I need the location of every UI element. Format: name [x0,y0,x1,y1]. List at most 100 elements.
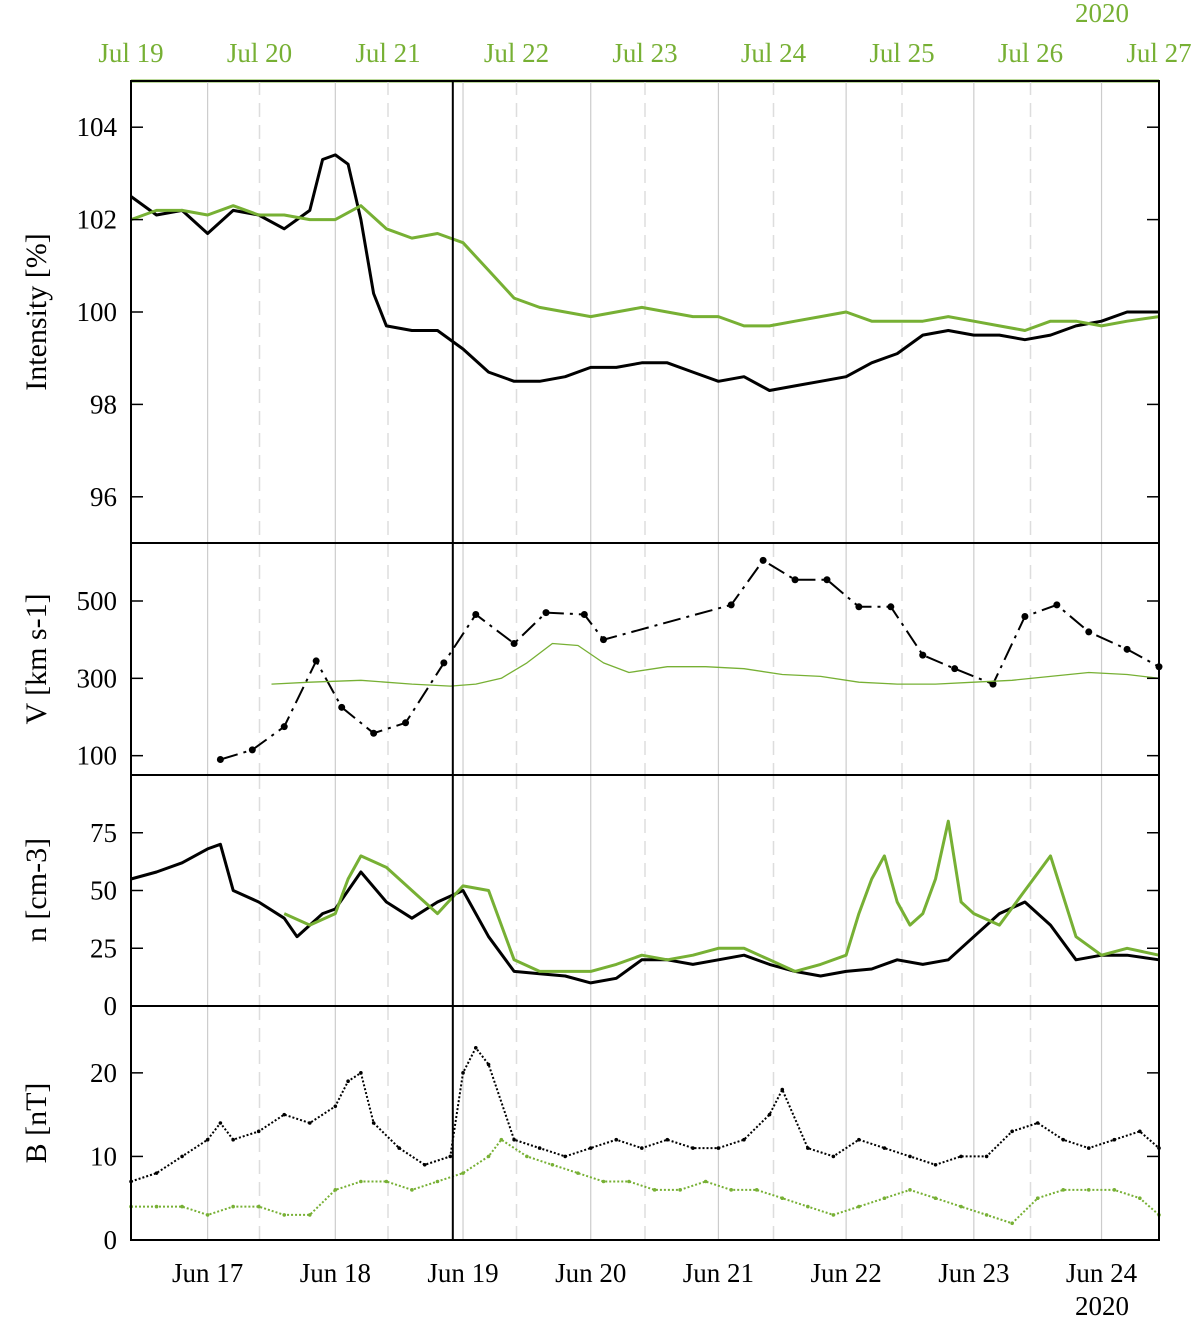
y-tick-label: 96 [90,482,117,512]
data-point-black [307,1121,312,1125]
data-point-green [550,1162,555,1167]
bottom-axis-tick-label: Jun 24 [1066,1258,1138,1288]
bottom-axis-tick-label: Jun 22 [810,1258,881,1288]
data-point-black [908,1154,912,1159]
data-point-black [951,665,959,673]
data-point-black [422,1162,427,1167]
data-point-black [767,1112,772,1117]
bottom-axis-tick-label: Jun 21 [683,1258,754,1288]
data-point-black [371,1121,376,1125]
top-axis-tick-label: Jul 21 [355,38,420,68]
data-point-black [370,729,378,737]
data-point-black [919,651,927,659]
data-point-black [665,1137,670,1142]
data-point-green [1138,1196,1142,1201]
data-point-green [754,1188,759,1192]
bottom-axis-year: 2020 [1075,1291,1129,1321]
y-axis-label: B [nT] [20,1083,53,1164]
data-point-black [823,576,831,584]
data-point-green [435,1179,440,1184]
top-axis-tick-label: Jul 27 [1126,38,1191,68]
data-point-black [640,1146,644,1150]
data-point-black [588,1146,593,1150]
top-axis-tick-label: Jul 26 [998,38,1063,68]
y-tick-label: 20 [90,1058,117,1088]
data-point-green [333,1188,338,1192]
data-point-black [231,1137,235,1142]
data-point-black [831,1154,836,1159]
data-point-black [282,1112,287,1117]
data-point-black [855,603,863,611]
data-point-black [397,1146,401,1150]
data-point-black [280,723,288,731]
data-point-green [154,1204,159,1209]
data-point-black [359,1071,363,1075]
data-point-green [882,1196,887,1201]
data-point-black [933,1162,938,1167]
data-point-green [1010,1221,1014,1226]
data-point-black [218,1121,223,1125]
data-point-green [831,1213,836,1217]
data-point-black [1138,1129,1142,1134]
data-point-black [1010,1129,1014,1134]
data-point-black [691,1146,695,1150]
y-tick-label: 102 [77,205,118,235]
top-axis: Jul 19 Jul 20 Jul 21 Jul 22 Jul 23 Jul 24 Jul … [98,38,1192,83]
data-point-black [461,1071,465,1075]
data-point-black [537,1146,542,1150]
data-point-green [525,1154,529,1159]
data-point-green [486,1154,491,1159]
data-point-black [580,611,588,619]
data-point-black [473,1045,478,1050]
data-point-black [1112,1137,1117,1142]
data-point-black [472,611,480,619]
series-black-line [220,559,1160,761]
data-point-black [180,1154,184,1159]
data-point-green [703,1179,708,1184]
bottom-axis-tick-label: Jun 17 [172,1258,243,1288]
data-point-black [759,556,767,564]
y-tick-label: 98 [90,389,117,419]
data-point-black [716,1146,721,1150]
data-point-green [205,1213,210,1217]
data-point-black [984,1154,989,1159]
y-tick-label: 0 [104,991,118,1021]
bottom-axis-tick-label: Jun 18 [300,1258,371,1288]
data-point-green [231,1204,235,1209]
series-green-line [271,642,1160,687]
data-point-green [806,1204,810,1209]
data-point-black [857,1137,861,1142]
data-point-green [857,1204,861,1209]
data-point-green [282,1213,287,1217]
data-point-black [312,657,320,665]
series-black-line [130,153,1159,392]
data-point-green [180,1204,184,1209]
data-point-black [333,1104,338,1109]
top-axis-tick-label: Jul 19 [98,38,163,68]
series-green-line [283,819,1160,973]
data-point-black [542,609,550,617]
bottom-axis-tick-label: Jun 20 [555,1258,626,1288]
data-point-black [216,756,224,764]
data-point-black [256,1129,261,1134]
data-point-black [780,1087,785,1092]
y-tick-label: 300 [77,663,118,693]
y-axis-label: n [cm-3] [20,838,53,942]
data-point-black [887,603,895,611]
data-point-green [959,1204,963,1209]
speed-panel: 100 300 500 V [km s-1] [20,542,1163,776]
series-black-line [130,842,1160,985]
data-point-green [780,1196,785,1201]
data-point-black [486,1062,491,1067]
data-point-green [627,1179,631,1184]
data-point-black [882,1146,887,1150]
field-panel: 0 10 20 B [nT] [20,1005,1161,1255]
data-point-green [1086,1188,1091,1192]
data-point-black [1061,1137,1066,1142]
y-tick-label: 104 [77,112,118,142]
y-axis-label: Intensity [%] [20,233,53,390]
data-point-black [1021,612,1029,620]
data-point-black [440,659,448,667]
bottom-axis-tick-label: Jun 23 [938,1258,1009,1288]
